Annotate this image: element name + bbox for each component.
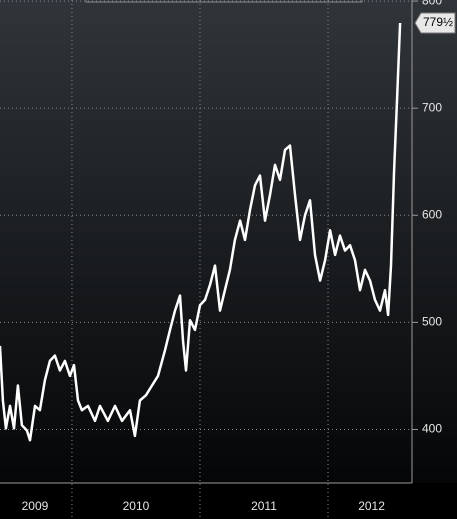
last-value-tag — [414, 12, 456, 34]
line — [0, 22, 402, 442]
y-tick-label: 800 — [422, 0, 442, 7]
y-tick-label: 700 — [422, 100, 442, 114]
x-tick-label: 2012 — [358, 499, 385, 513]
y-tick-label: 600 — [422, 207, 442, 221]
x-tick-label: 2009 — [22, 499, 49, 513]
plot-background — [0, 0, 457, 483]
y-tick-label: 500 — [422, 315, 442, 329]
last-value-label: 779½ — [423, 15, 453, 29]
y-tick-label: 400 — [422, 422, 442, 436]
legend-box — [85, 0, 363, 3]
x-tick-label: 2011 — [251, 499, 277, 513]
x-tick-label: 2010 — [123, 499, 150, 513]
axis-background — [0, 483, 457, 519]
